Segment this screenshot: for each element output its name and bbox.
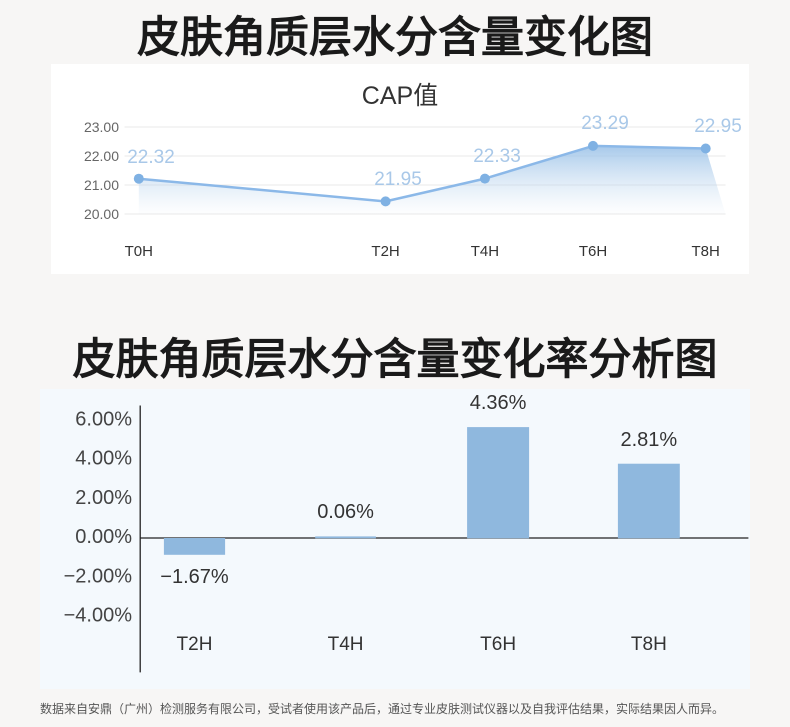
svg-text:T8H: T8H — [692, 243, 720, 260]
svg-text:21.00: 21.00 — [84, 177, 119, 193]
svg-text:T2H: T2H — [177, 634, 213, 655]
svg-text:22.95: 22.95 — [694, 116, 742, 137]
svg-text:20.00: 20.00 — [84, 206, 119, 222]
svg-text:0.00%: 0.00% — [75, 526, 132, 548]
svg-text:2.00%: 2.00% — [75, 487, 132, 509]
svg-text:21.95: 21.95 — [374, 169, 422, 190]
svg-text:T4H: T4H — [471, 243, 499, 260]
svg-text:23.00: 23.00 — [84, 119, 119, 135]
svg-text:2.81%: 2.81% — [620, 429, 677, 451]
svg-text:4.36%: 4.36% — [470, 392, 527, 414]
svg-text:22.32: 22.32 — [127, 147, 175, 168]
svg-text:T8H: T8H — [631, 634, 667, 655]
svg-text:22.33: 22.33 — [473, 146, 521, 167]
svg-text:T2H: T2H — [371, 243, 399, 260]
svg-text:22.00: 22.00 — [84, 148, 119, 164]
svg-text:4.00%: 4.00% — [75, 448, 132, 470]
svg-text:−1.67%: −1.67% — [160, 566, 229, 588]
svg-text:6.00%: 6.00% — [75, 409, 132, 431]
svg-text:23.29: 23.29 — [581, 113, 629, 134]
svg-text:−2.00%: −2.00% — [64, 565, 133, 587]
svg-text:−4.00%: −4.00% — [64, 605, 133, 627]
svg-text:0.06%: 0.06% — [317, 501, 374, 523]
svg-text:T0H: T0H — [125, 243, 153, 260]
svg-text:T6H: T6H — [579, 243, 607, 260]
svg-text:T6H: T6H — [480, 634, 516, 655]
svg-text:T4H: T4H — [328, 634, 364, 655]
svg-text:CAP值: CAP值 — [362, 82, 438, 110]
